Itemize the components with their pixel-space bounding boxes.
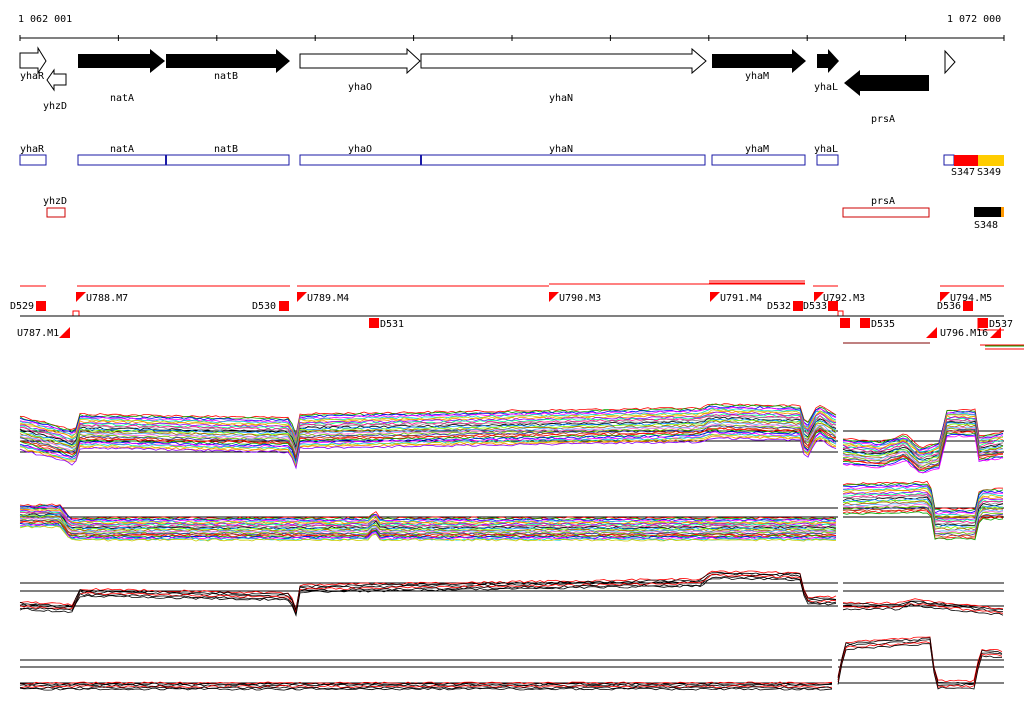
upshift-label: U790.M3 bbox=[559, 293, 601, 304]
gene-arrow-yhzD[interactable]: yhzD bbox=[43, 68, 67, 112]
upshift-marker[interactable] bbox=[76, 292, 86, 302]
upshift-marker[interactable] bbox=[926, 327, 937, 338]
downshift-label: D532 bbox=[767, 301, 791, 312]
upshift-marker[interactable] bbox=[297, 292, 307, 302]
gene-box-label-yhaR: yhaR bbox=[20, 144, 45, 155]
gene-label-yhaR: yhaR bbox=[20, 71, 45, 82]
srna-label-S347: S347 bbox=[951, 167, 975, 178]
gene-box-label-yhaO: yhaO bbox=[348, 144, 372, 155]
downshift-marker[interactable] bbox=[978, 318, 988, 328]
downshift-marker[interactable] bbox=[963, 301, 973, 311]
downshift-marker[interactable] bbox=[793, 301, 803, 311]
upshift-marker[interactable] bbox=[710, 292, 720, 302]
gene-arrow-track: yhaR yhzD natA natB yhaO yhaN yhaM yhaL bbox=[19, 46, 956, 125]
gene-label-natA: natA bbox=[110, 93, 134, 104]
downshift-label: D530 bbox=[252, 301, 276, 312]
downshift-label: D529 bbox=[10, 301, 34, 312]
downshift-marker[interactable] bbox=[369, 318, 379, 328]
expression-panel-summary-plus bbox=[19, 570, 1004, 617]
upshift-label: U788.M7 bbox=[86, 293, 128, 304]
gene-arrow-natB[interactable]: natB bbox=[166, 49, 290, 82]
upshift-label: U787.M1 bbox=[17, 328, 59, 339]
gene-box-label-yhzD: yhzD bbox=[43, 196, 67, 207]
gene-box-natB[interactable] bbox=[165, 154, 290, 166]
upshift-label: U792.M3 bbox=[823, 293, 865, 304]
gene-box-yhaO[interactable] bbox=[299, 154, 422, 166]
gene-arrow-yhaL[interactable]: yhaL bbox=[814, 49, 839, 93]
gene-label-yhaM: yhaM bbox=[745, 71, 769, 82]
upshift-label: U796.M16 bbox=[940, 328, 988, 339]
upshift-label: U791.M4 bbox=[720, 293, 762, 304]
upshift-label: U789.M4 bbox=[307, 293, 349, 304]
upshift-marker[interactable] bbox=[549, 292, 559, 302]
gene-label-yhaL: yhaL bbox=[814, 82, 838, 93]
gene-label-yhzD: yhzD bbox=[43, 101, 67, 112]
downshift-label: D537 bbox=[989, 319, 1013, 330]
gene-box-prsA[interactable] bbox=[842, 207, 930, 218]
gene-arrow-yhaM[interactable]: yhaM bbox=[712, 49, 806, 82]
gene-box-yhzD[interactable] bbox=[46, 207, 66, 218]
segmentation-track: U787.M1 U788.M7 U789.M4 U790.M3 U791.M4 … bbox=[10, 280, 1024, 350]
expression-panel-minus-strand bbox=[19, 480, 1004, 542]
gene-box-label-yhaN: yhaN bbox=[549, 144, 573, 155]
upshift-marker[interactable] bbox=[990, 327, 1001, 338]
gene-arrow-natA[interactable]: natA bbox=[78, 49, 165, 104]
gene-box-yhaR[interactable] bbox=[19, 154, 47, 166]
gene-box-natA[interactable] bbox=[77, 154, 167, 166]
gene-box-yhaL[interactable] bbox=[816, 154, 839, 166]
downshift-label: D536 bbox=[937, 301, 961, 312]
upshift-marker[interactable] bbox=[814, 292, 824, 302]
upshift-marker[interactable] bbox=[940, 292, 950, 302]
gene-arrow-prsA[interactable]: prsA bbox=[844, 70, 929, 125]
gene-label-yhaN: yhaN bbox=[549, 93, 573, 104]
gene-box-label-natB: natB bbox=[214, 144, 238, 155]
gene-box-yhaN[interactable] bbox=[420, 154, 706, 166]
gene-label-yhaO: yhaO bbox=[348, 82, 372, 93]
gene-box-label-yhaM: yhaM bbox=[745, 144, 769, 155]
gene-label-prsA: prsA bbox=[871, 114, 895, 125]
downshift-marker[interactable] bbox=[828, 301, 838, 311]
gene-arrow-partial bbox=[944, 49, 956, 75]
gene-box-label-yhaL: yhaL bbox=[814, 144, 838, 155]
gene-box-partial bbox=[943, 154, 955, 166]
srna-S348[interactable] bbox=[974, 207, 1001, 217]
gene-arrow-yhaN[interactable]: yhaN bbox=[420, 47, 707, 104]
downshift-marker[interactable] bbox=[860, 318, 870, 328]
upshift-label: U794.M5 bbox=[950, 293, 992, 304]
downshift-label: D533 bbox=[803, 301, 827, 312]
gene-box-track-minus: yhzD prsA S348 bbox=[43, 196, 1004, 231]
gene-box-label-prsA: prsA bbox=[871, 196, 895, 207]
downshift-marker[interactable] bbox=[840, 318, 850, 328]
downshift-label: D535 bbox=[871, 319, 895, 330]
expression-panel-plus-strand bbox=[19, 403, 1004, 474]
coordinate-ruler: 1 062 001 1 072 000 bbox=[18, 14, 1005, 41]
srna-label-S348: S348 bbox=[974, 220, 998, 231]
expression-panel-summary-minus bbox=[19, 636, 1004, 691]
downshift-marker[interactable] bbox=[36, 301, 46, 311]
gene-box-label-natA: natA bbox=[110, 144, 134, 155]
gene-arrow-yhaO[interactable]: yhaO bbox=[299, 47, 421, 93]
ruler-start-label: 1 062 001 bbox=[18, 14, 72, 25]
ruler-end-label: 1 072 000 bbox=[947, 14, 1001, 25]
downshift-label: D531 bbox=[380, 319, 404, 330]
gene-box-yhaM[interactable] bbox=[711, 154, 806, 166]
upshift-marker[interactable] bbox=[59, 327, 70, 338]
downshift-marker[interactable] bbox=[279, 301, 289, 311]
gene-box-track-plus: yhaR natA natB yhaO yhaN yhaM yhaL S347 … bbox=[19, 144, 1004, 178]
srna-S347[interactable] bbox=[954, 155, 978, 166]
srna-label-S349: S349 bbox=[977, 167, 1001, 178]
srna-S349[interactable] bbox=[978, 155, 1004, 166]
gene-arrow-yhaR[interactable]: yhaR bbox=[19, 46, 47, 82]
gene-label-natB: natB bbox=[214, 71, 238, 82]
